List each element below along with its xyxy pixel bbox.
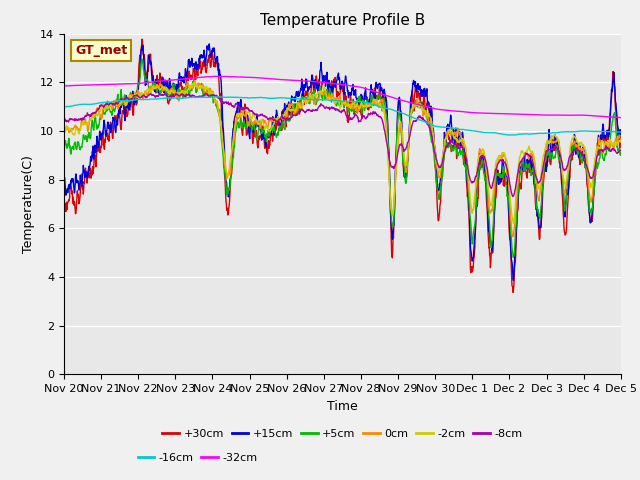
X-axis label: Time: Time	[327, 400, 358, 413]
Y-axis label: Temperature(C): Temperature(C)	[22, 155, 35, 253]
Title: Temperature Profile B: Temperature Profile B	[260, 13, 425, 28]
Text: GT_met: GT_met	[75, 44, 127, 57]
Legend: -16cm, -32cm: -16cm, -32cm	[133, 448, 262, 467]
